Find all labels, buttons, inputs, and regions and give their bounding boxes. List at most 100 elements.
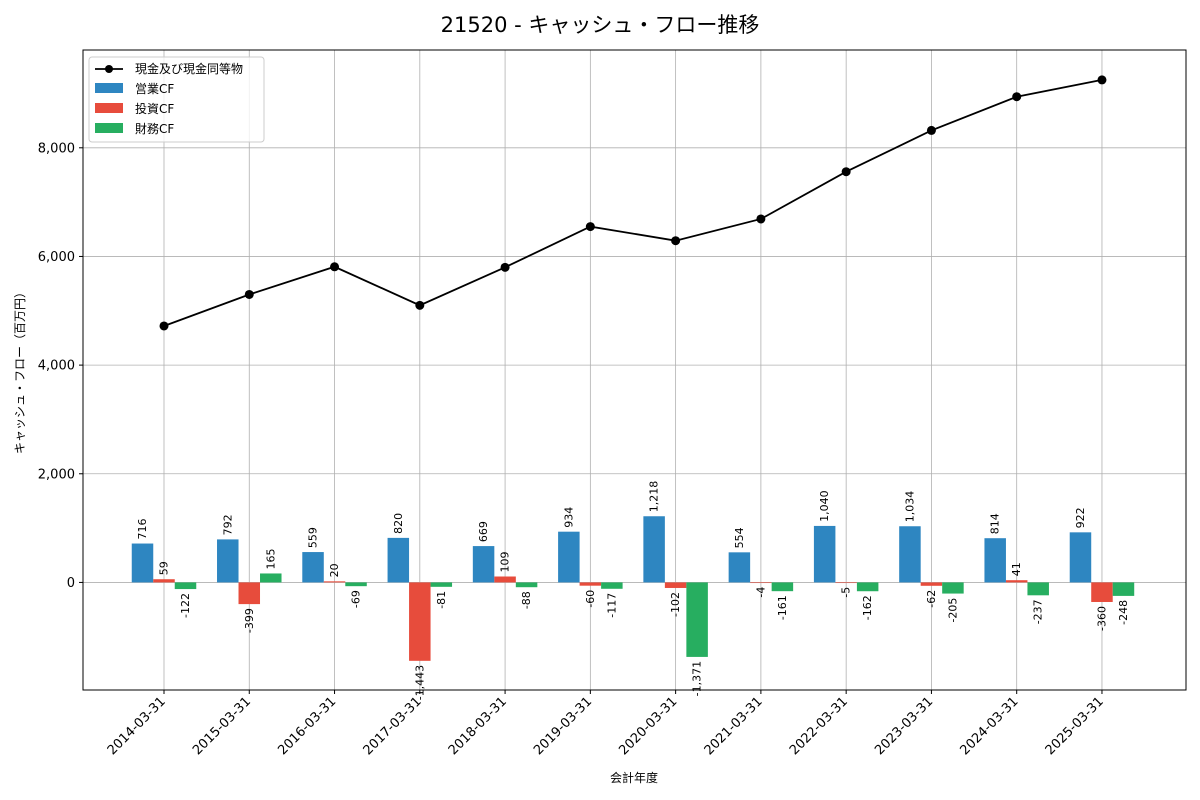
bar-value-label: -205 — [946, 598, 959, 623]
x-tick-label: 2025-03-31 — [1043, 694, 1107, 758]
bar-value-label: 922 — [1074, 507, 1087, 528]
bar-value-label: -248 — [1117, 600, 1130, 625]
bar-value-label: 20 — [328, 563, 341, 577]
bar-value-label: -62 — [925, 590, 938, 608]
bar-value-label: -1,443 — [413, 665, 426, 700]
bar-investing — [664, 582, 687, 588]
x-tick-label: 2015-03-31 — [190, 694, 254, 758]
bar-layer — [131, 516, 1135, 661]
plot-area-frame — [82, 49, 1187, 691]
cash-point — [1097, 75, 1107, 85]
cash-point — [671, 236, 681, 246]
bar-value-label: -102 — [669, 592, 682, 617]
bar-operating — [728, 552, 751, 583]
x-axis-label: 会計年度 — [610, 770, 658, 785]
bar-investing — [409, 582, 431, 661]
bar-operating — [558, 531, 580, 583]
bar-operating — [643, 516, 665, 583]
cash-point — [244, 289, 254, 299]
bar-operating — [984, 538, 1006, 583]
bar-value-label: -162 — [861, 595, 874, 620]
bar-value-label: 934 — [562, 507, 575, 528]
bar-value-label: 1,040 — [818, 490, 831, 522]
bar-operating — [387, 537, 410, 583]
x-tick-label: 2016-03-31 — [275, 694, 339, 758]
bar-operating — [302, 552, 324, 583]
cash-point — [415, 300, 425, 310]
bar-financing — [430, 582, 453, 587]
bar-financing — [686, 582, 708, 657]
bar-financing — [174, 582, 197, 590]
x-tick-label: 2017-03-31 — [361, 694, 425, 758]
legend-swatch-operating — [95, 83, 123, 93]
bar-investing — [579, 582, 602, 586]
bar-value-label: 814 — [989, 513, 1002, 534]
grid-layer — [83, 50, 1186, 690]
legend-swatch-financing — [95, 123, 123, 133]
x-tick-label: 2018-03-31 — [446, 694, 510, 758]
bar-value-label: 1,034 — [903, 491, 916, 523]
x-tick-label: 2020-03-31 — [616, 694, 680, 758]
cash-point — [756, 214, 766, 224]
bar-value-label: -399 — [243, 608, 256, 633]
legend-label-operating: 営業CF — [135, 82, 174, 96]
cash-point — [159, 321, 169, 331]
bar-value-label: -117 — [605, 593, 618, 618]
line-layer — [159, 75, 1107, 331]
bar-value-label: 41 — [1010, 562, 1023, 576]
bar-value-label: 165 — [264, 548, 277, 569]
cash-point — [841, 167, 851, 177]
bar-value-label: -1,371 — [691, 661, 704, 696]
bar-financing — [345, 582, 367, 587]
legend: 現金及び現金同等物 営業CF 投資CF 財務CF — [88, 56, 265, 143]
x-tick-label: 2014-03-31 — [105, 694, 169, 758]
bar-investing — [153, 579, 175, 583]
cash-point — [585, 222, 595, 232]
bar-value-label: 669 — [477, 521, 490, 542]
bar-value-label: 554 — [733, 527, 746, 548]
legend-box — [88, 56, 265, 143]
cash-point — [1012, 92, 1022, 102]
bar-value-label: -360 — [1095, 606, 1108, 631]
bar-value-label: 820 — [392, 513, 405, 534]
y-tick-label: 2,000 — [38, 467, 75, 482]
bar-financing — [515, 582, 538, 588]
bar-value-label: -60 — [584, 590, 597, 608]
bar-value-label: 1,218 — [648, 481, 661, 513]
cash-line — [163, 78, 1103, 327]
bar-investing — [494, 576, 516, 583]
bar-financing — [1112, 582, 1135, 596]
bar-value-label: -69 — [350, 590, 363, 608]
bar-investing — [238, 582, 261, 605]
x-tick-label: 2024-03-31 — [957, 694, 1021, 758]
bar-investing — [1091, 582, 1113, 602]
legend-swatch-investing — [95, 103, 123, 113]
bar-financing — [856, 582, 879, 592]
bar-value-label: 716 — [136, 519, 149, 540]
bar-financing — [260, 573, 282, 583]
cash-point — [500, 262, 510, 272]
bar-value-label: -122 — [179, 593, 192, 618]
bar-financing — [1027, 582, 1049, 596]
tick-layer: 0 2,000 4,000 6,000 8,000 2014-03-31 2015-03-3… — [38, 141, 1107, 758]
x-tick-label: 2022-03-31 — [787, 694, 851, 758]
x-tick-label: 2021-03-31 — [702, 694, 766, 758]
y-tick-label: 8,000 — [38, 141, 75, 156]
bar-investing — [835, 582, 857, 584]
y-tick-label: 4,000 — [38, 359, 75, 374]
legend-label-investing: 投資CF — [135, 101, 174, 116]
bar-value-label: -81 — [435, 591, 448, 609]
bar-operating — [472, 546, 495, 583]
y-tick-label: 6,000 — [38, 250, 75, 265]
bar-operating — [899, 526, 921, 583]
y-axis-label: キャッシュ・フロー（百万円） — [13, 286, 27, 454]
cash-point — [330, 262, 340, 272]
bar-investing — [323, 581, 346, 583]
bar-value-label: -4 — [754, 587, 767, 598]
x-tick-label: 2019-03-31 — [531, 694, 595, 758]
bar-value-label: 559 — [307, 527, 320, 548]
bar-value-label: 792 — [221, 514, 234, 535]
bar-investing — [750, 582, 772, 584]
y-tick-label: 0 — [67, 576, 75, 591]
